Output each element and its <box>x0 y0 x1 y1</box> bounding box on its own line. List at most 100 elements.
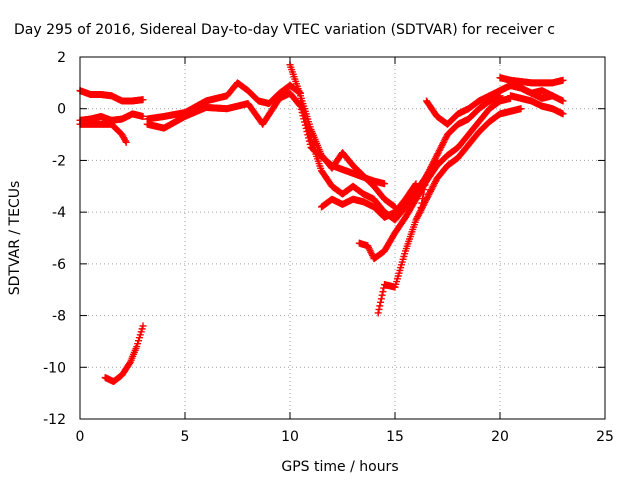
data-point-marker <box>126 359 134 367</box>
data-point-marker <box>366 247 374 255</box>
data-point-marker <box>421 181 429 189</box>
data-point-marker <box>428 161 436 169</box>
data-point-marker <box>121 137 129 145</box>
data-point-marker <box>440 137 448 145</box>
data-point-marker <box>429 159 437 167</box>
data-point-marker <box>378 291 386 299</box>
data-point-marker <box>411 181 419 189</box>
data-point-marker <box>416 208 424 216</box>
data-point-marker <box>412 180 420 188</box>
data-point-marker <box>426 189 434 197</box>
data-point-marker <box>424 192 432 200</box>
data-point-marker <box>435 146 443 154</box>
plot-frame <box>79 56 606 420</box>
data-point-marker <box>418 199 426 207</box>
data-point-marker <box>375 305 383 313</box>
data-point-marker <box>364 242 372 250</box>
series-trace <box>76 87 147 105</box>
data-point-marker <box>419 195 427 203</box>
y-tick-label: -12 <box>43 412 66 428</box>
series-trace <box>374 105 525 317</box>
data-point-marker <box>428 184 436 192</box>
data-point-marker <box>429 182 437 190</box>
series-trace <box>101 322 147 386</box>
data-point-marker <box>381 180 388 188</box>
x-tick-label: 20 <box>491 429 509 445</box>
data-point-marker <box>424 169 432 177</box>
data-point-marker <box>379 288 387 296</box>
data-point-marker <box>432 153 440 161</box>
x-tick-label: 10 <box>281 429 299 445</box>
series-trace <box>76 120 130 146</box>
data-point-marker <box>415 210 423 218</box>
axis-ticks: 0 5 10 15 20 25 -12 -10 -8 -6 -4 -2 0 2 <box>43 50 614 445</box>
y-tick-label: 0 <box>57 102 66 118</box>
data-point-marker <box>559 110 567 118</box>
data-point-marker <box>423 172 430 180</box>
data-point-marker <box>430 158 438 166</box>
data-point-marker <box>417 204 425 212</box>
data-point-marker <box>420 186 428 194</box>
data-point-marker <box>367 248 375 256</box>
data-point-marker <box>122 138 130 146</box>
data-point-marker <box>441 135 449 143</box>
data-point-marker <box>517 105 525 113</box>
series-trace <box>286 61 399 211</box>
series-trace <box>143 79 304 123</box>
data-point-marker <box>422 176 430 184</box>
data-point-marker <box>365 245 373 253</box>
data-point-marker <box>414 213 422 221</box>
data-point-marker <box>431 179 439 187</box>
grid <box>80 57 605 419</box>
data-point-marker <box>419 190 427 198</box>
series-trace <box>507 92 567 118</box>
series-trace <box>76 110 147 124</box>
data-point-marker <box>423 170 431 178</box>
data-point-marker <box>434 150 442 158</box>
data-point-marker <box>442 134 450 142</box>
data-point-marker <box>374 309 382 317</box>
y-tick-label: -4 <box>52 205 66 221</box>
data-point-marker <box>427 187 435 195</box>
data-point-marker <box>431 178 439 186</box>
data-point-marker <box>368 250 376 258</box>
data-point-marker <box>559 76 567 84</box>
data-point-marker <box>427 162 435 170</box>
data-point-marker <box>139 112 147 120</box>
data-point-marker <box>559 97 567 105</box>
y-tick-label: -6 <box>52 257 66 273</box>
x-tick-label: 15 <box>386 429 404 445</box>
data-point-marker <box>430 181 438 189</box>
series-trace <box>496 81 567 105</box>
data-point-marker <box>433 151 441 159</box>
data-point-marker <box>377 295 385 303</box>
y-tick-label: -10 <box>43 360 66 376</box>
data-point-marker <box>377 298 385 306</box>
y-tick-label: 2 <box>57 50 66 66</box>
chart-title: Day 295 of 2016, Sidereal Day-to-day VTE… <box>14 22 555 38</box>
data-point-marker <box>431 154 439 162</box>
series-trace <box>318 180 420 221</box>
data-point-marker <box>435 148 443 156</box>
series-trace <box>355 94 514 263</box>
y-tick-label: -2 <box>52 153 66 169</box>
data-point-marker <box>438 142 446 150</box>
data-point-marker <box>427 186 435 194</box>
series-trace <box>496 74 567 87</box>
x-tick-label: 0 <box>76 429 85 445</box>
series-trace <box>416 92 504 216</box>
x-tick-label: 25 <box>596 429 614 445</box>
data-point-marker <box>427 164 435 172</box>
y-axis-label: SDTVAR / TECUs <box>7 181 23 296</box>
data-point-marker <box>423 194 431 202</box>
series-markers <box>76 61 567 386</box>
data-point-marker <box>139 96 147 104</box>
data-point-marker <box>439 140 447 148</box>
data-point-marker <box>437 143 445 151</box>
data-point-marker <box>364 243 372 251</box>
data-point-marker <box>426 166 434 174</box>
data-point-marker <box>139 322 147 330</box>
x-tick-label: 5 <box>181 429 190 445</box>
data-point-marker <box>425 167 433 175</box>
data-point-marker <box>439 139 447 147</box>
